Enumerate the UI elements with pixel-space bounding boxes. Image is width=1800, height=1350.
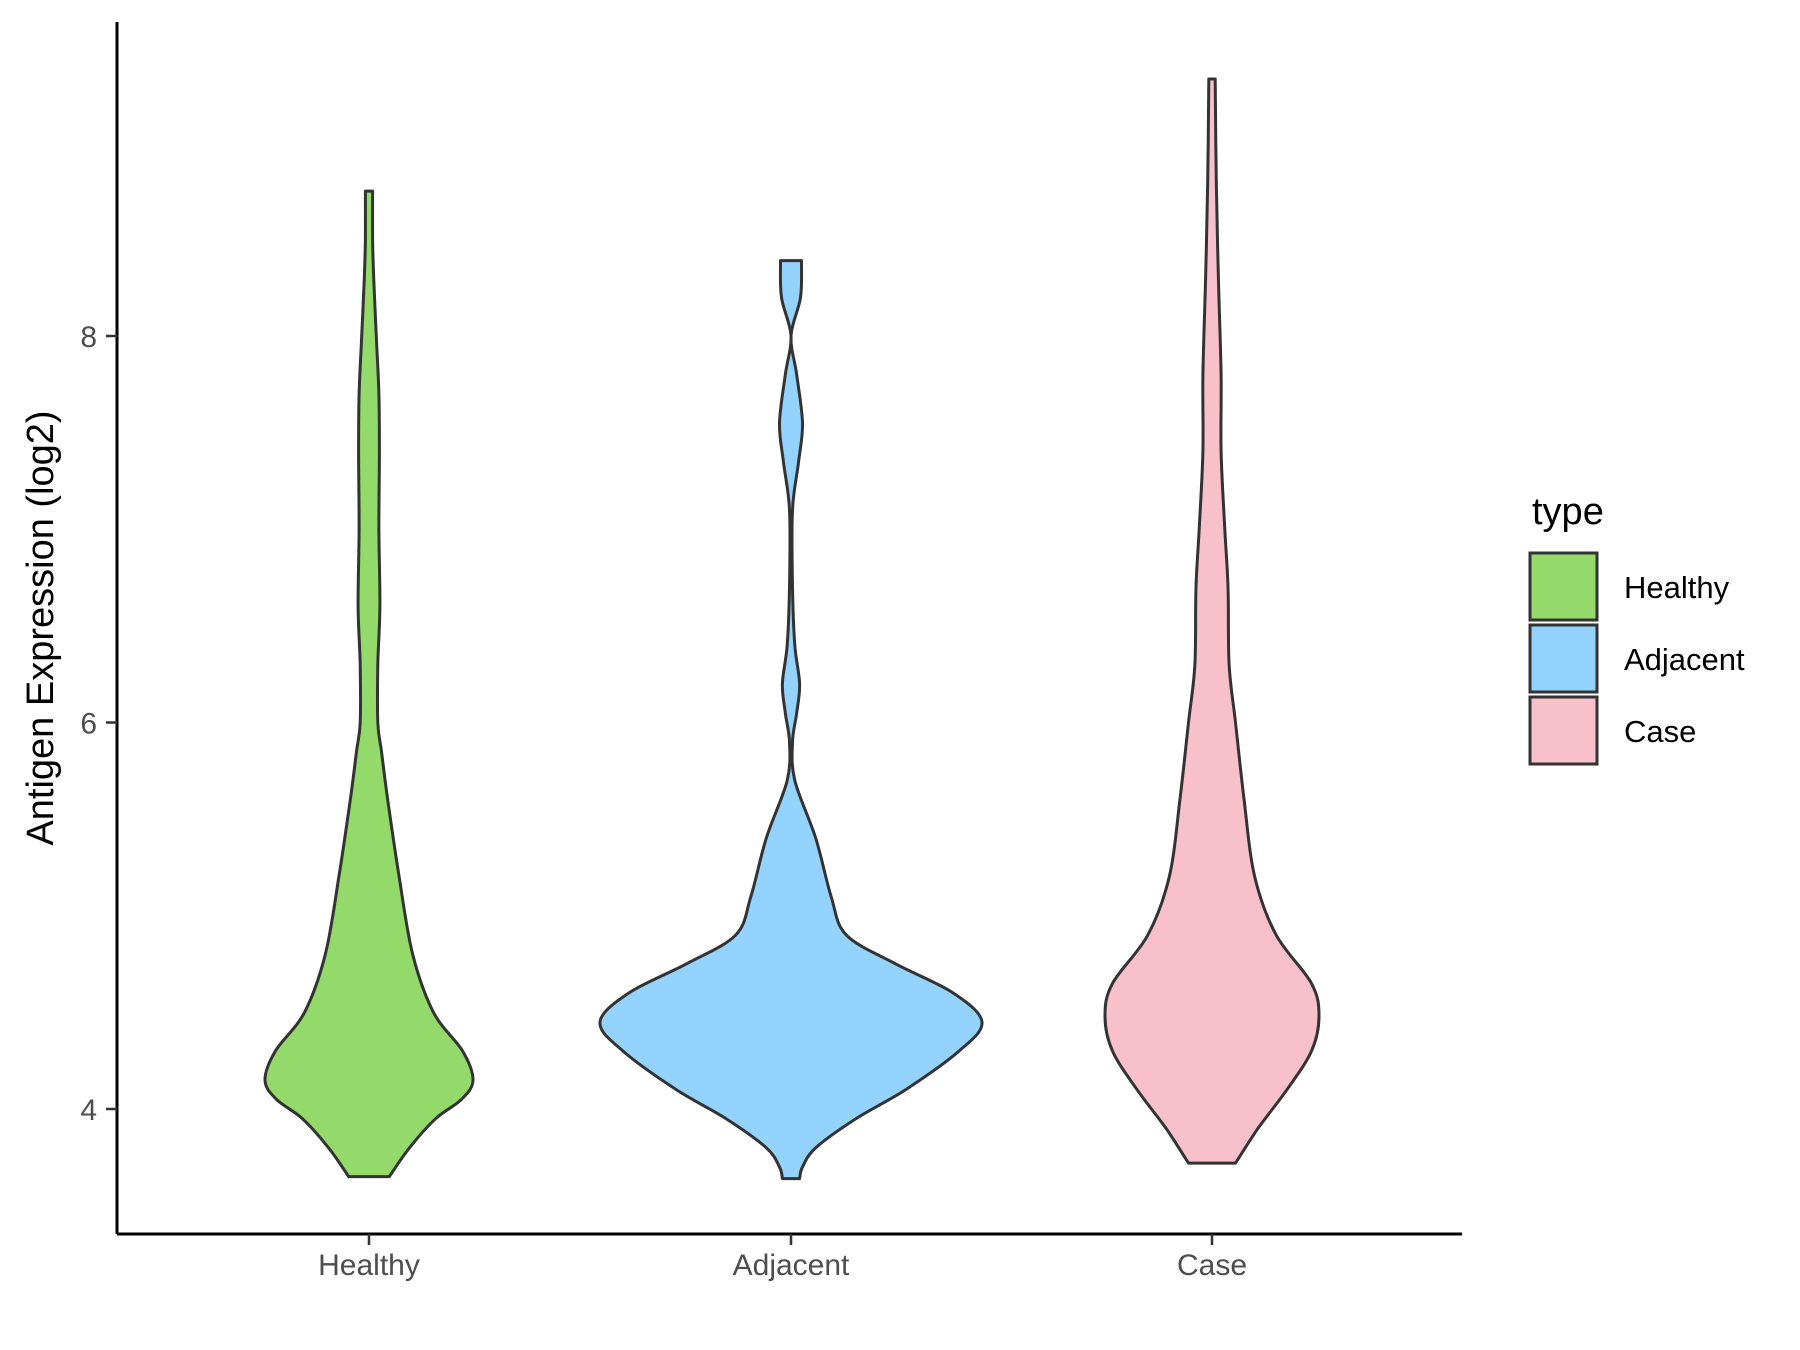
x-tick-label-case: Case — [1177, 1249, 1247, 1282]
legend-title: type — [1532, 491, 1604, 533]
y-tick-label: 8 — [80, 321, 97, 354]
legend-label-healthy: Healthy — [1624, 570, 1730, 605]
legend: Healthy Adjacent Case — [1528, 551, 1745, 766]
violin-healthy — [263, 189, 475, 1179]
y-tick-label: 4 — [80, 1094, 97, 1127]
legend-label-case: Case — [1624, 714, 1696, 749]
violin-case — [1103, 77, 1321, 1165]
x-tick-label-adjacent: Adjacent — [733, 1249, 850, 1282]
y-ticks: 4 6 8 — [80, 321, 117, 1127]
legend-label-adjacent: Adjacent — [1624, 642, 1745, 677]
x-ticks: Healthy Adjacent Case — [318, 1234, 1247, 1282]
legend-swatch-adjacent — [1528, 623, 1599, 694]
legend-swatch-healthy — [1528, 551, 1599, 622]
y-tick-label: 6 — [80, 708, 97, 741]
x-tick-label-healthy: Healthy — [318, 1249, 420, 1282]
y-axis-title: Antigen Expression (log2) — [20, 410, 62, 845]
violin-adjacent — [598, 259, 984, 1181]
violins-layer — [263, 77, 1321, 1181]
legend-swatch-case — [1528, 695, 1599, 766]
